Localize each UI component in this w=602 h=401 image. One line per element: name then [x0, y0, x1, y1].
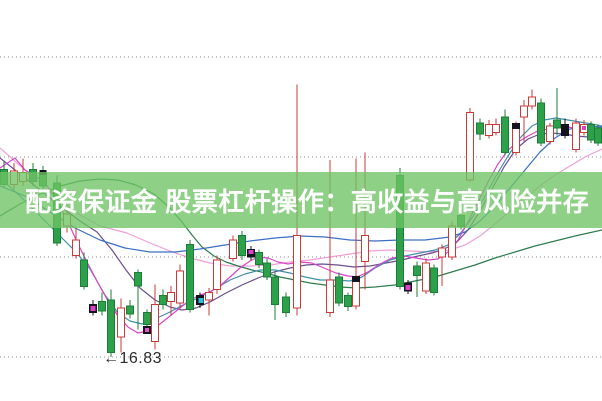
candle-body — [98, 301, 106, 312]
candle-body — [176, 270, 184, 304]
candle-body — [352, 281, 360, 307]
indicator-marker — [90, 306, 96, 311]
candle-body — [476, 122, 484, 135]
candle-body — [537, 102, 545, 144]
candle-body — [126, 305, 134, 315]
candle-body — [80, 259, 88, 287]
price-annotation: ←16.83 — [103, 350, 163, 367]
indicator-marker — [405, 285, 411, 290]
candle-body — [512, 125, 520, 153]
candle-body — [72, 239, 80, 257]
candle-body — [143, 311, 151, 326]
candle-body — [335, 276, 343, 304]
candle-body — [255, 251, 263, 266]
candle-body — [282, 296, 290, 313]
candle-body — [587, 124, 595, 141]
candle-body — [238, 235, 246, 256]
candle-body — [205, 291, 213, 301]
candle-body — [528, 96, 536, 107]
candle-body — [117, 307, 125, 338]
candle-body — [186, 244, 194, 310]
candle-body — [438, 247, 446, 258]
indicator-marker — [145, 328, 149, 332]
candle-body — [422, 262, 430, 292]
candle-body — [430, 267, 438, 293]
indicator-marker — [512, 123, 520, 129]
indicator-marker — [582, 126, 586, 130]
candle-body — [520, 105, 528, 118]
indicator-marker — [198, 298, 204, 303]
candle-body — [485, 124, 493, 136]
candle-body — [229, 239, 237, 260]
candle-body — [561, 124, 569, 136]
candle-body — [293, 235, 301, 309]
candle-body — [466, 111, 474, 181]
candle-body — [151, 304, 159, 343]
candle-body — [159, 295, 167, 306]
candle-body — [271, 276, 279, 306]
candle-body — [492, 124, 500, 133]
candle-body — [107, 299, 115, 353]
candle-body — [546, 125, 554, 143]
ma-blue — [0, 125, 602, 253]
headline-text: 配资保证金 股票杠杆操作：高收益与高风险并存 — [25, 186, 590, 217]
candle-body — [572, 122, 580, 150]
candle-body — [501, 116, 509, 153]
headline-banner: 配资保证金 股票杠杆操作：高收益与高风险并存 — [0, 172, 602, 228]
candle-body — [326, 279, 334, 313]
indicator-marker — [352, 276, 360, 282]
candle-body — [344, 295, 352, 307]
candle-body — [553, 119, 561, 129]
candle-body — [213, 259, 221, 290]
candle-body — [361, 235, 369, 263]
candle-body — [594, 127, 602, 144]
candle-body — [413, 265, 421, 276]
indicator-marker — [248, 250, 254, 254]
candle-body — [134, 271, 142, 287]
candle-body — [263, 262, 271, 278]
candle-body — [167, 291, 175, 303]
candle-body — [448, 225, 456, 258]
